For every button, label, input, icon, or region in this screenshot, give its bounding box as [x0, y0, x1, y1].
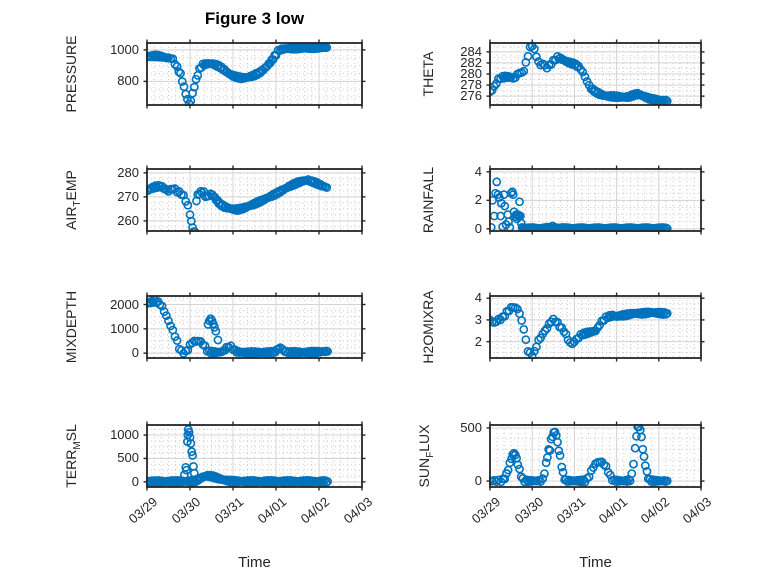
axes-border [489, 424, 702, 488]
plot-canvas-mixdepth [143, 292, 366, 362]
y-tick-label: 0 [131, 345, 139, 361]
plot-canvas-theta [486, 39, 705, 109]
data-markers [489, 302, 672, 359]
x-tick-label: 03/29 [126, 494, 161, 527]
y-axis-label-terr_msl: TERRMSL [61, 356, 83, 556]
y-tick-label: 2000 [110, 296, 139, 312]
y-tick-label: 280 [460, 66, 482, 81]
y-tick-label: 280 [117, 164, 139, 180]
y-tick-label: 282 [460, 54, 482, 70]
x-tick-label: 03/31 [212, 494, 247, 527]
y-axis-label-pressure: PRESSURE [61, 0, 81, 174]
y-tick-label: 500 [117, 450, 139, 466]
y-axis-label-sun_flux: SUNFLUX [414, 356, 436, 556]
x-tick-label: 04/01 [255, 494, 290, 527]
subplot-mixdepth [143, 292, 366, 362]
y-axis-label-subscript: F [425, 451, 436, 458]
data-markers [146, 42, 332, 106]
x-tick-label: 04/02 [298, 494, 333, 527]
subplot-sun-flux [486, 421, 705, 491]
figure-title: Figure 3 low [204, 9, 305, 28]
x-tick-label: 04/03 [341, 494, 376, 527]
x-tick-label: 04/02 [637, 494, 673, 527]
y-tick-label: 1000 [110, 427, 139, 443]
axes-border [146, 42, 363, 106]
axes-border [489, 295, 702, 359]
y-tick-label: 3 [474, 311, 482, 327]
y-axis-label-text: H2OMIXRA [420, 290, 436, 364]
y-axis-label-h2omixra: H2OMIXRA [418, 227, 438, 427]
y-axis-label-text: TERR [63, 449, 79, 488]
axes-border [489, 42, 702, 106]
y-axis-label-text: SUN [416, 457, 432, 488]
axes-border [146, 168, 363, 232]
subplot-terr-msl [143, 421, 366, 491]
data-markers [489, 424, 672, 487]
y-tick-label: 260 [117, 212, 139, 228]
plot-canvas-air_temp [143, 165, 366, 235]
plot-canvas-terr_msl [143, 421, 366, 491]
y-axis-label-theta: THETA [418, 0, 438, 174]
y-tick-label: 278 [460, 77, 482, 93]
x-tick-label: 03/31 [553, 494, 589, 527]
y-axis-label-text: EMP [63, 170, 79, 201]
axes-border [489, 168, 702, 232]
plot-canvas-sun_flux [486, 421, 705, 491]
y-axis-label-text: THETA [420, 51, 436, 97]
x-axis-label-right: Time [579, 554, 612, 571]
plot-canvas-rainfall [486, 165, 705, 235]
y-axis-label-rainfall: RAINFALL [418, 100, 438, 300]
y-axis-label-text: AIR [63, 206, 79, 230]
subplot-air-temp [143, 165, 366, 235]
y-axis-label-subscript: M [72, 441, 83, 450]
y-axis-label-text: RAINFALL [420, 166, 436, 234]
y-axis-label-text: LUX [416, 424, 432, 452]
y-tick-label: 270 [117, 188, 139, 204]
y-tick-label: 276 [460, 88, 482, 104]
y-tick-label: 2 [474, 333, 482, 349]
plot-canvas-h2omixra [486, 292, 705, 362]
x-tick-label: 04/03 [680, 494, 715, 527]
x-tick-label: 03/30 [511, 494, 546, 527]
data-markers [489, 177, 672, 232]
y-axis-label-text: PRESSURE [63, 35, 79, 113]
y-tick-label: 4 [474, 290, 482, 306]
y-tick-label: 284 [460, 43, 482, 59]
subplot-rainfall [486, 165, 705, 235]
y-tick-label: 0 [474, 473, 482, 489]
x-axis-label-left: Time [238, 554, 271, 571]
axes-border [146, 295, 363, 359]
subplot-pressure [143, 39, 366, 109]
data-markers [146, 295, 332, 358]
subplot-theta [486, 39, 705, 109]
data-markers [146, 425, 332, 488]
axes-border [146, 424, 363, 488]
y-axis-label-text: MIXDEPTH [63, 290, 79, 364]
x-tick-label: 03/30 [169, 494, 204, 527]
y-tick-label: 800 [117, 73, 139, 89]
y-axis-label-air_temp: AIRTEMP [61, 100, 83, 300]
y-axis-label-text: SL [63, 424, 79, 442]
y-tick-label: 0 [131, 473, 139, 489]
y-tick-label: 2 [474, 192, 482, 208]
plot-canvas-pressure [143, 39, 366, 109]
y-axis-label-subscript: T [72, 200, 83, 207]
subplot-h2omixra [486, 292, 705, 362]
y-tick-label: 4 [474, 163, 482, 179]
data-markers [489, 42, 672, 106]
y-tick-label: 500 [460, 419, 482, 435]
y-tick-label: 1000 [110, 41, 139, 57]
x-tick-label: 04/01 [595, 494, 631, 527]
y-axis-label-mixdepth: MIXDEPTH [61, 227, 81, 427]
y-tick-label: 0 [474, 220, 482, 236]
x-tick-label: 03/29 [469, 494, 504, 527]
y-tick-label: 1000 [110, 320, 139, 336]
